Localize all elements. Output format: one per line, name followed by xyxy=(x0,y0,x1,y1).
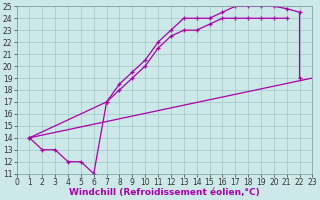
X-axis label: Windchill (Refroidissement éolien,°C): Windchill (Refroidissement éolien,°C) xyxy=(69,188,260,197)
